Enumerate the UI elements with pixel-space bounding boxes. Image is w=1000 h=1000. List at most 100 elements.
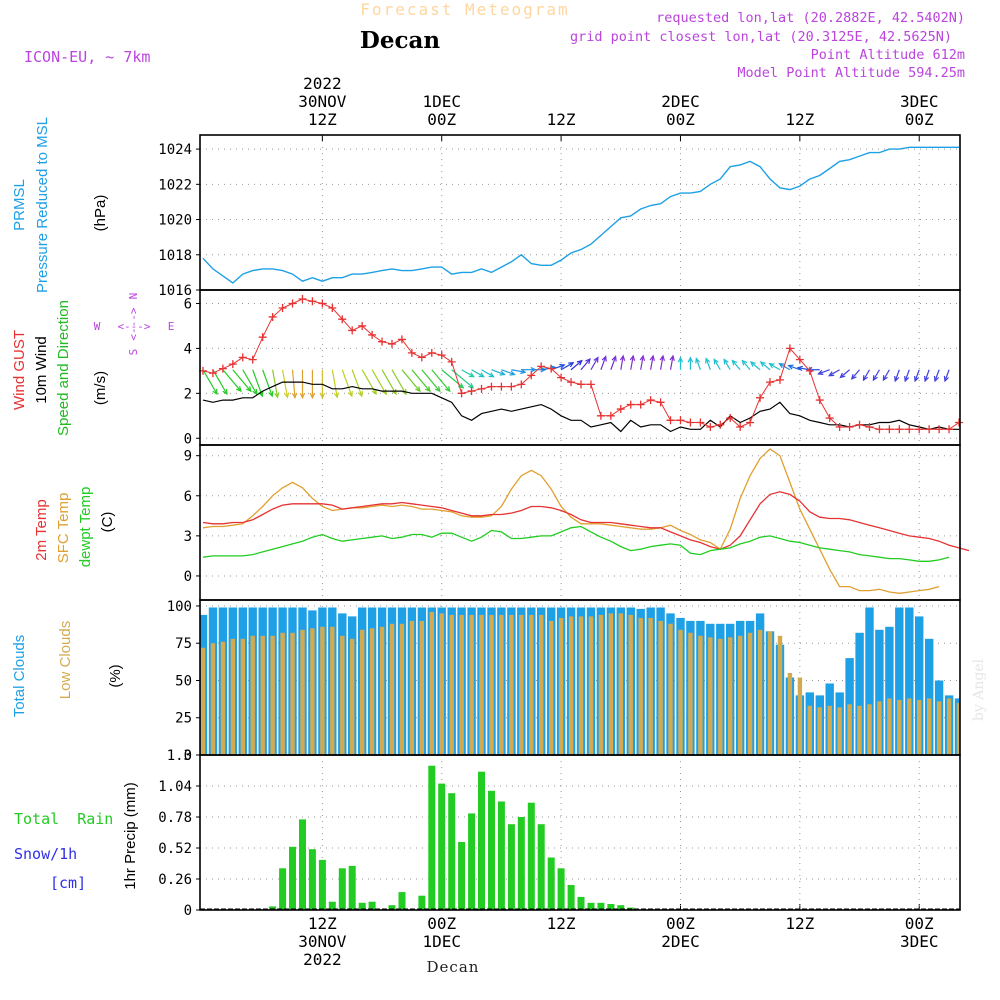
bottom-time-label: 00Z: [666, 914, 695, 933]
wind-direction-arrow: [741, 360, 751, 371]
wind-direction-arrowhead: [882, 375, 888, 382]
low-cloud-bar: [807, 705, 812, 755]
compass-rose: W E <---> <---> N S: [94, 293, 175, 356]
gust-marker: [457, 389, 466, 398]
low-cloud-bar: [847, 704, 852, 755]
wind-direction-arrow: [882, 369, 890, 381]
cloud-panel: 0 25 50 75 100: [167, 599, 961, 764]
rain-label: Total Rain: [14, 810, 113, 828]
wind-direction-arrow: [481, 369, 494, 378]
low-cloud-bar: [220, 641, 226, 755]
wind-direction-arrow: [669, 355, 674, 370]
wind-direction-arrowhead: [284, 392, 290, 399]
ytick-label: 4: [184, 341, 192, 357]
snow-label: Snow/1h: [14, 845, 77, 863]
wind-direction-arrow: [840, 369, 850, 378]
t2m-line: [202, 491, 970, 552]
wind-direction-arrow: [630, 355, 634, 370]
rain-bar: [398, 892, 406, 910]
low-cloud-bar: [877, 701, 882, 755]
gust-marker: [547, 364, 556, 373]
gust-marker: [646, 396, 655, 405]
wind-direction-arrow: [924, 369, 930, 382]
low-cloud-bar: [946, 698, 952, 755]
low-cloud-bar: [907, 698, 912, 755]
low-cloud-bar: [688, 632, 693, 755]
pressure-units: (hPa): [92, 195, 109, 232]
wind-direction-arrow: [620, 355, 624, 370]
low-cloud-bar: [320, 626, 325, 755]
low-cloud-bar: [718, 638, 723, 756]
top-time-label: 12Z: [547, 110, 576, 129]
low-cloud-bar: [270, 635, 275, 755]
gust-marker: [656, 398, 665, 407]
low-cloud-bar: [917, 699, 922, 755]
wind-speed-line: [202, 381, 959, 433]
total-cloud-bar: [895, 607, 904, 755]
rain-bar: [289, 846, 296, 910]
rain-bar: [537, 824, 545, 910]
rain-bar: [507, 824, 515, 910]
low-cloud-bar: [588, 616, 594, 755]
rain-bar: [557, 868, 565, 910]
rain-bar: [527, 802, 535, 910]
wind-direction-arrowhead: [924, 375, 930, 383]
rain-bar: [438, 783, 446, 910]
ytick-label: 100: [167, 599, 192, 615]
wind-direction-arrowhead: [222, 388, 228, 396]
low-cloud-bar: [350, 638, 355, 756]
low-cloud-bar: [419, 620, 424, 755]
low-cloud-bar: [489, 614, 494, 755]
precip-panel: 0 0.26 0.52 0.78 1.04 1.3: [158, 748, 961, 919]
wind-direction-arrow: [461, 369, 474, 378]
gust-marker: [268, 312, 277, 321]
low-cloud-bar: [499, 614, 504, 755]
credit-watermark: by Angel: [971, 658, 987, 721]
wind-direction-arrowhead: [568, 362, 575, 368]
wind-direction-arrowhead: [723, 358, 729, 365]
low-cloud-bar: [230, 638, 235, 756]
ytick-label: 0: [184, 903, 192, 919]
low-cloud-bar: [549, 620, 554, 755]
rain-bar: [567, 885, 575, 910]
gust-marker: [308, 297, 317, 306]
wind-direction-arrowhead: [468, 372, 475, 378]
compass-h: <--->: [117, 320, 150, 333]
wind-direction-arrowhead: [425, 386, 431, 393]
pressure-panel: 1016 1018 1020 1022 1024: [158, 134, 961, 299]
gust-marker: [387, 339, 396, 348]
precip-units: 1hr Precip (mm): [122, 782, 139, 890]
cloud-ylabel: Total Clouds Low Clouds (%): [11, 621, 124, 717]
bottom-time-label: 12Z: [785, 914, 814, 933]
ytick-label: 0: [184, 431, 192, 447]
wind-direction-arrow: [411, 369, 431, 392]
wind-direction-arrow: [904, 369, 910, 382]
wind-direction-arrowhead: [415, 386, 421, 393]
wind-direction-arrow: [872, 369, 880, 381]
low-cloud-bar: [747, 632, 753, 755]
wind-direction-arrow: [212, 369, 228, 395]
bottom-time-label: 2022: [303, 950, 342, 969]
gust-marker: [606, 411, 615, 420]
cloud-units: (%): [107, 664, 124, 687]
wind-direction-arrowhead: [212, 388, 218, 396]
wind-direction-arrowhead: [611, 355, 617, 362]
gust-marker: [746, 418, 755, 427]
low-cloud-bar: [787, 673, 793, 755]
rain-bar: [577, 896, 585, 910]
snow-units: [cm]: [50, 874, 86, 892]
gust-marker: [805, 366, 814, 375]
rain-bar: [388, 905, 396, 910]
wind-direction-arrow: [650, 355, 654, 370]
low-cloud-bar: [837, 707, 842, 755]
ytick-label: 1020: [158, 213, 192, 229]
gust-marker: [716, 420, 725, 429]
bottom-time-label: 12Z: [547, 914, 576, 933]
ytick-label: 0: [184, 748, 192, 764]
wind-direction-arrowhead: [850, 373, 857, 380]
temp-units: (C): [99, 512, 116, 533]
wind-direction-arrowhead: [687, 356, 694, 363]
total-cloud-bar: [925, 638, 934, 756]
wind-direction-arrowhead: [695, 357, 701, 364]
bottom-time-label: 00Z: [905, 914, 934, 933]
